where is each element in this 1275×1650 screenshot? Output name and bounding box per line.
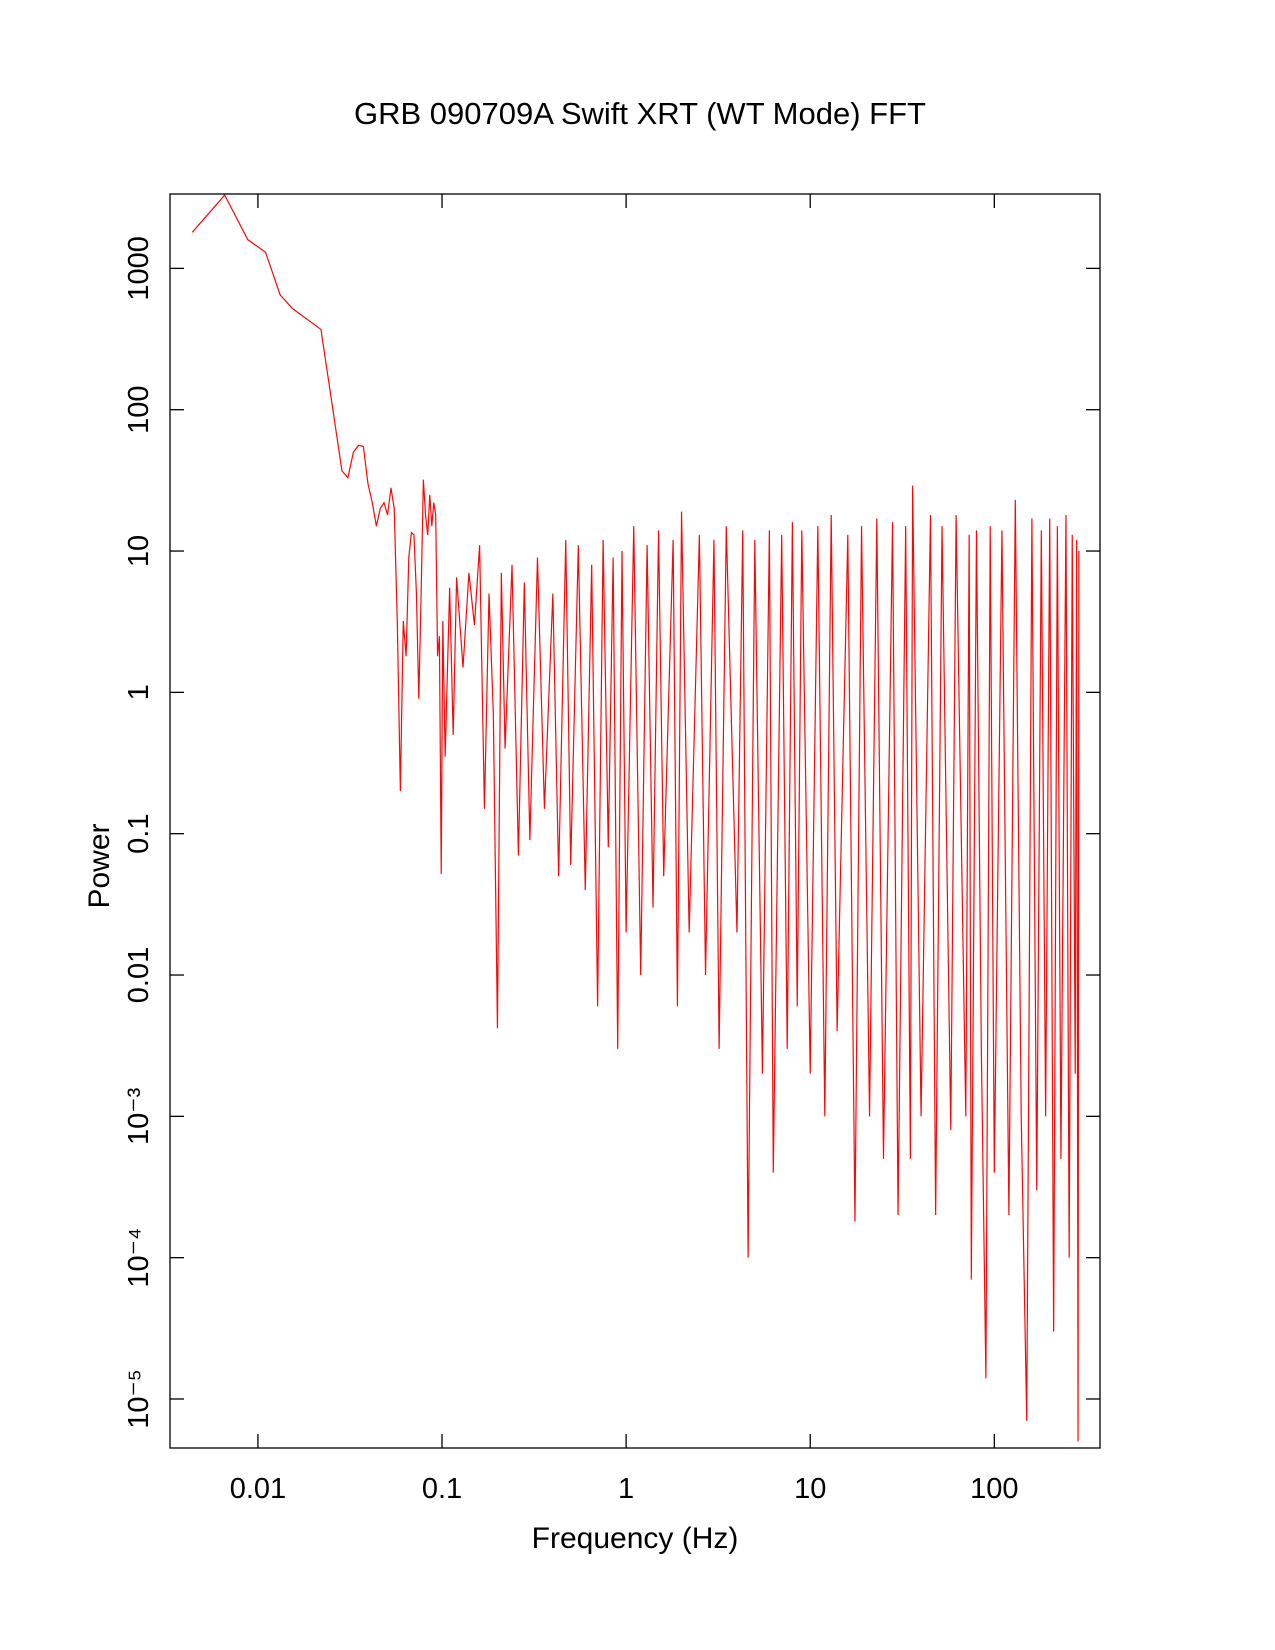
y-tick-label: 10⁻⁵	[123, 1369, 155, 1429]
x-axis-label: Frequency (Hz)	[532, 1522, 739, 1555]
y-tick-label: 1	[123, 684, 155, 700]
x-tick-label: 100	[970, 1473, 1018, 1505]
y-tick-label: 100	[123, 386, 155, 434]
y-tick-label: 10⁻⁴	[123, 1228, 155, 1288]
y-tick-label: 0.1	[123, 814, 155, 854]
y-axis-label: Power	[83, 823, 116, 908]
x-tick-label: 1	[618, 1473, 634, 1505]
x-tick-label: 10	[794, 1473, 826, 1505]
y-tick-label: 1000	[123, 236, 155, 301]
y-tick-label: 0.01	[123, 947, 155, 1003]
chart-title: GRB 090709A Swift XRT (WT Mode) FFT	[354, 96, 926, 131]
data-line	[191, 194, 1080, 1442]
x-tick-label: 0.01	[230, 1473, 286, 1505]
y-tick-label: 10⁻³	[123, 1087, 155, 1145]
plot-frame	[169, 193, 1101, 1449]
y-tick-label: 10	[123, 535, 155, 567]
x-tick-label: 0.1	[422, 1473, 462, 1505]
